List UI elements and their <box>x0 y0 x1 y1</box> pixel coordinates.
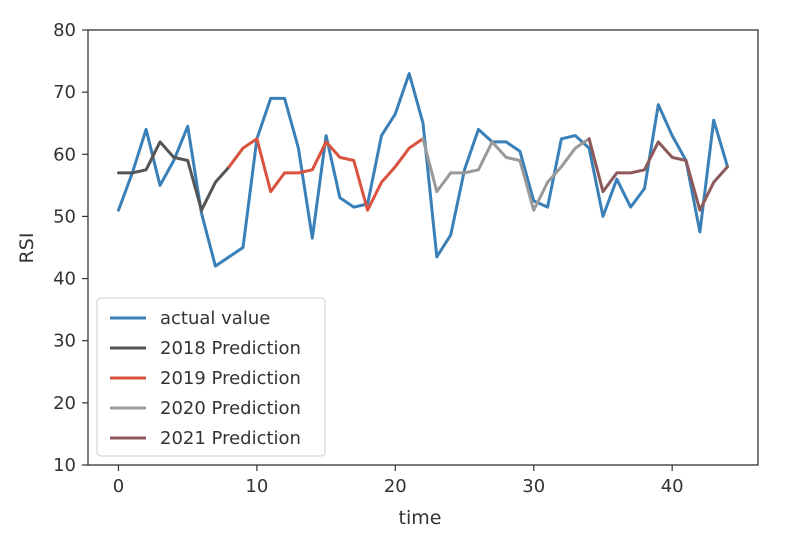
y-tick-label: 80 <box>53 20 76 41</box>
legend-label: 2020 Prediction <box>160 398 301 419</box>
y-tick-label: 30 <box>53 331 76 352</box>
x-axis-label: time <box>399 507 442 529</box>
legend: actual value 2018 Prediction 2019 Predicti… <box>96 297 326 457</box>
legend-label: 2018 Prediction <box>160 338 301 359</box>
y-tick-label: 40 <box>53 269 76 290</box>
legend-items: actual value 2018 Prediction 2019 Predicti… <box>110 308 301 449</box>
y-tick-label: 10 <box>53 455 76 476</box>
legend-frame <box>96 297 326 457</box>
y-tick-label: 70 <box>53 82 76 103</box>
series-line-actual-value <box>117 72 729 268</box>
plot-area-frame <box>87 29 759 466</box>
series-line-2019-prediction <box>227 137 425 212</box>
series-line-2020-prediction <box>421 137 591 212</box>
x-tick-label: 10 <box>245 476 268 497</box>
series-layer <box>117 72 729 268</box>
x-tick-label: 0 <box>113 476 124 497</box>
legend-label: actual value <box>160 308 270 329</box>
x-tick-label: 20 <box>384 476 407 497</box>
y-tick-label: 20 <box>53 393 76 414</box>
series-line-2021-prediction <box>587 137 729 212</box>
x-tick-label: 40 <box>661 476 684 497</box>
legend-label: 2019 Prediction <box>160 368 301 389</box>
ticks-layer: 0 10 20 30 40 10 20 30 40 50 60 70 80 <box>53 20 684 497</box>
y-tick-label: 60 <box>53 144 76 165</box>
y-axis-label: RSI <box>16 233 38 264</box>
x-tick-label: 30 <box>522 476 545 497</box>
y-tick-label: 50 <box>53 206 76 227</box>
series-line-2018-prediction <box>117 140 231 212</box>
legend-label: 2021 Prediction <box>160 428 301 449</box>
